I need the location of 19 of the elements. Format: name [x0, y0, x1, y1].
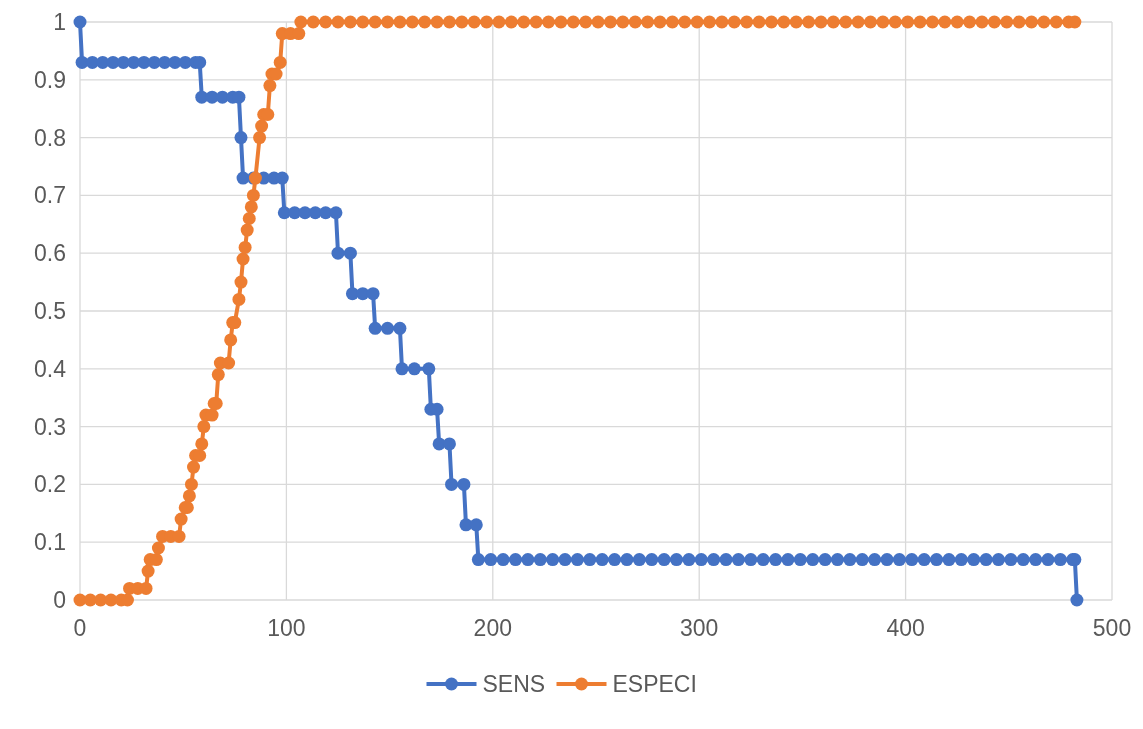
x-tick-label: 300: [680, 615, 719, 641]
y-tick-label: 0: [53, 587, 66, 614]
x-tick-label: 0: [73, 615, 87, 641]
y-tick-label: 1: [53, 9, 66, 36]
y-tick-label: 0.6: [34, 240, 66, 267]
y-tick-label: 0.3: [34, 413, 66, 440]
y-tick-label: 0.1: [34, 529, 66, 556]
legend-label: ESPECI: [612, 671, 697, 698]
legend-label: SENS: [482, 671, 546, 698]
x-tick-label: 100: [267, 615, 306, 641]
y-tick-label: 0.2: [34, 471, 66, 498]
y-tick-label: 0.5: [34, 298, 66, 325]
x-tick-label: 500: [1092, 615, 1132, 641]
y-tick-label: 0.8: [34, 124, 66, 151]
y-tick-label: 0.7: [34, 182, 66, 209]
y-tick-label: 0.4: [34, 355, 67, 382]
y-tick-label: 0.9: [34, 66, 66, 93]
x-tick-label: 200: [473, 615, 512, 641]
x-tick-label: 400: [886, 615, 925, 641]
